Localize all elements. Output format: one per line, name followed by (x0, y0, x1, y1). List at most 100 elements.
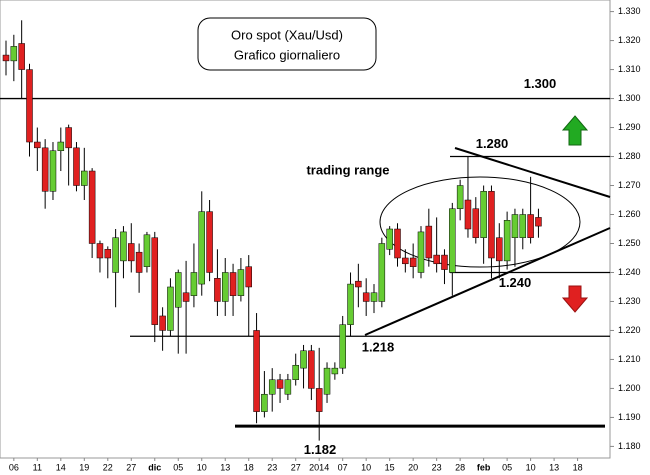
range-ellipse (379, 176, 581, 268)
x-tick-label: 05 (173, 462, 183, 472)
candle-body (65, 127, 72, 149)
candle-body (503, 220, 511, 262)
candle-body (229, 272, 237, 296)
candle-body (308, 350, 315, 389)
x-tick-label: 20 (408, 462, 418, 472)
candle-body (433, 254, 440, 265)
level-label: 1.182 (304, 442, 337, 457)
y-tick-label: 1.270 (618, 180, 641, 190)
x-tick-label: 23 (432, 462, 442, 472)
y-tick-label: 1.180 (618, 441, 641, 451)
x-tick-label: feb (477, 462, 491, 472)
title-box (197, 17, 377, 71)
candle-body (323, 367, 331, 395)
y-tick-label: 1.190 (618, 412, 641, 422)
candle-body (10, 46, 18, 62)
candle-body (245, 266, 252, 288)
candle-body (511, 214, 519, 238)
candle-body (519, 214, 527, 238)
candle-body (175, 272, 182, 308)
candle-body (300, 350, 307, 369)
x-tick-label: 22 (103, 462, 113, 472)
y-tick-label: 1.250 (618, 238, 641, 248)
marks: 1.180 1.190 1.200 1.210 1.220 1.230 1.240 1.250… (0, 6, 641, 472)
candle-body (472, 208, 480, 238)
x-tick-label: 13 (549, 462, 559, 472)
x-tick-label: 18 (244, 462, 254, 472)
y-tick-label: 1.230 (618, 296, 641, 306)
y-tick-label: 1.310 (618, 64, 641, 74)
level-label: 1.300 (524, 76, 557, 91)
y-tick-label: 1.260 (618, 209, 641, 219)
annotation: trading range (306, 162, 389, 177)
candle-body (276, 379, 284, 389)
candle-body (112, 237, 119, 273)
x-tick-label: 19 (79, 462, 89, 472)
y-tick-label: 1.320 (618, 35, 641, 45)
candle-body (206, 211, 213, 273)
candle-body (182, 292, 190, 302)
candle-body (464, 199, 472, 230)
x-tick-label: 10 (361, 462, 371, 472)
candle-body (128, 243, 135, 262)
candle-body (355, 280, 362, 288)
x-tick-label: 13 (220, 462, 230, 472)
candle-body (96, 243, 104, 259)
x-tick-label: 11 (33, 462, 42, 472)
x-tick-label: 27 (126, 462, 136, 472)
x-tick-label: 2014 (309, 462, 329, 472)
candle-body (167, 286, 174, 331)
candle-body (88, 170, 96, 244)
y-tick-label: 1.210 (618, 354, 641, 364)
candle-body (292, 364, 299, 380)
candle-body (73, 147, 80, 186)
candle-body (221, 272, 229, 302)
y-tick-label: 1.240 (618, 267, 641, 277)
candle-body (378, 243, 386, 302)
y-tick-label: 1.290 (618, 122, 641, 132)
y-tick-label: 1.330 (618, 6, 641, 16)
x-tick-label: 10 (197, 462, 207, 472)
candle-body (104, 249, 112, 259)
candle-body (402, 257, 409, 265)
candle-body (261, 393, 268, 412)
x-tick-label: 10 (526, 462, 536, 472)
x-tick-label: 05 (502, 462, 512, 472)
y-tick-label: 1.220 (618, 325, 641, 335)
level-label: 1.280 (476, 136, 509, 151)
candle-body (417, 231, 425, 273)
candle-body (57, 141, 65, 151)
support-trendline (364, 227, 611, 336)
down-arrow (561, 285, 589, 313)
level-label: 1.240 (499, 275, 532, 290)
candle-body (237, 269, 245, 296)
candle-body (81, 170, 88, 186)
candle-body (198, 211, 205, 285)
candle-body (527, 214, 534, 238)
x-tick-label: 27 (291, 462, 301, 472)
candle-body (190, 272, 198, 296)
candle-body (449, 208, 456, 273)
x-tick-label: 18 (573, 462, 583, 472)
candle-body (26, 69, 33, 143)
level-label: 1.218 (362, 340, 395, 355)
candle-body (284, 379, 292, 395)
candle-body (253, 330, 260, 412)
candle-body (2, 54, 10, 62)
candle-body (441, 254, 448, 270)
candle-body (370, 292, 378, 302)
x-tick-label: 28 (455, 462, 465, 472)
x-tick-label: 06 (9, 462, 19, 472)
candle-body (456, 185, 464, 209)
chart-subtitle: Grafico giornaliero (234, 47, 340, 62)
chart-title: Oro spot (Xau/Usd) (231, 27, 343, 42)
x-tick-label: 15 (385, 462, 395, 472)
x-tick-label: dic (148, 462, 161, 472)
candle-body (49, 150, 57, 192)
candle-body (347, 283, 354, 325)
candle-body (496, 237, 503, 262)
x-tick-label: 14 (56, 462, 66, 472)
candle-body (488, 191, 495, 259)
candle-body (151, 237, 159, 325)
x-tick-label: 23 (267, 462, 277, 472)
